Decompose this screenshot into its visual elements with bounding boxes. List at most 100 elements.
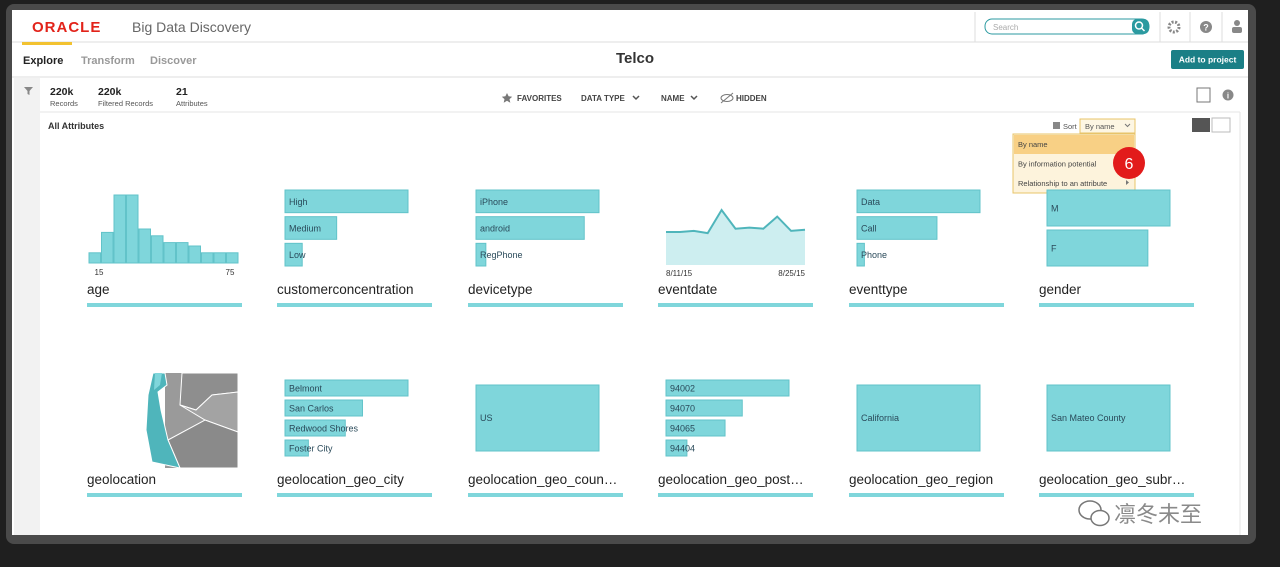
value-bar [475,242,487,267]
nav-tab[interactable]: Discover [150,55,197,67]
nav-tab[interactable]: Transform [81,55,135,67]
user-icon[interactable] [1234,20,1240,26]
sort-select[interactable] [1079,118,1136,134]
product-name: Big Data Discovery [132,19,251,35]
card-underline [849,493,1004,497]
card-title: age [87,282,110,297]
card-title: geolocation_geo_post… [658,472,804,487]
toolbar-item[interactable]: HIDDEN [736,94,767,103]
histogram-bar [126,194,139,264]
value-label: San Carlos [289,404,334,414]
value-label: San Mateo County [1051,413,1126,423]
sort-current: By name [1085,122,1115,131]
card-underline [658,493,813,497]
trend-line [666,208,806,235]
attribute-card[interactable]: geolocation_geo_city Belmont San Carlos Red… [277,379,432,497]
value-label: Redwood Shores [289,424,359,434]
search-icon [1134,21,1144,30]
stat-value: 220k [50,86,74,98]
active-tab-indicator [22,42,72,45]
card-title: geolocation [87,472,156,487]
value-label: Call [861,224,877,234]
export-icon[interactable] [1196,87,1211,103]
attribute-card[interactable]: geolocation_geo_post… 94002 94070 94065 9440… [658,379,813,497]
axis-label: 8/25/15 [778,269,805,278]
value-bar [475,216,585,240]
value-label: 94070 [670,404,695,414]
value-label: High [289,197,308,207]
toolbar-item[interactable]: DATA TYPE [581,94,626,103]
value-label: Low [289,250,306,260]
watermark: 凛冬未至 [1114,502,1202,527]
attribute-card[interactable]: eventtype Data Call Phone [849,189,1004,307]
add-to-project-button[interactable] [1171,50,1244,69]
menu-highlight [1014,135,1134,154]
value-label: California [861,413,899,423]
project-title: Telco [616,50,654,67]
chevron [1124,123,1131,128]
favorites-icon [501,93,513,103]
card-underline [1039,493,1194,497]
attribute-card[interactable]: geolocation_geo_subr… San Mateo County [1039,384,1194,497]
card-title: gender [1039,282,1082,297]
value-label: Belmont [289,384,323,394]
histogram-bar [213,252,226,264]
sort-option[interactable]: Relationship to an attribute [1018,179,1107,188]
card-underline [468,303,623,307]
search-placeholder: Search [993,23,1018,32]
brand: ORACLE [32,19,101,36]
help-icon[interactable] [1200,21,1212,33]
card-underline [87,303,242,307]
value-bar [284,439,309,457]
filter-icon[interactable] [24,87,33,95]
value-bar [284,379,409,397]
attribute-card[interactable]: devicetype iPhone android RegPhone [468,189,623,307]
value-bar [1046,384,1171,452]
value-label: android [480,224,510,234]
callout-number: 6 [1125,156,1134,173]
info-icon[interactable] [1222,89,1234,101]
attribute-card[interactable]: gender M F [1039,189,1194,307]
histogram-bar [101,231,114,264]
submenu-arrow [1126,180,1129,185]
histogram-bar [163,242,176,264]
sort-option[interactable]: By information potential [1018,160,1097,169]
settings-icon[interactable] [1167,20,1181,34]
histogram-bar [151,235,164,264]
histogram-bar [113,194,126,264]
card-title: customerconcentration [277,282,414,297]
attribute-card[interactable]: customerconcentration High Medium Low [277,189,432,307]
sort-option[interactable]: By name [1018,140,1048,149]
value-bar [665,379,790,397]
value-label: 94065 [670,424,695,434]
value-bar [856,189,981,214]
card-underline [1039,303,1194,307]
toolbar-item[interactable]: NAME [661,94,685,103]
value-label: 94404 [670,444,695,454]
list-view-icon[interactable] [1211,117,1231,133]
toolbar-item[interactable]: FAVORITES [517,94,562,103]
card-title: eventdate [658,282,717,297]
value-bar [665,439,688,457]
value-label: Medium [289,224,321,234]
search-button[interactable] [1132,19,1149,34]
sort-label: Sort [1063,122,1078,131]
search-icon [1140,27,1146,32]
attribute-card[interactable]: age 15 75 [87,194,242,307]
value-bar [284,216,338,240]
tile-view-icon[interactable] [1192,118,1210,132]
value-bar [284,399,363,417]
value-label: Foster City [289,444,333,454]
info-glyph: i [1227,92,1229,101]
card-title: eventtype [849,282,908,297]
attribute-card[interactable]: geolocation_geo_coun… US [468,384,623,497]
map-region [154,373,162,390]
histogram-bar [138,228,151,264]
attribute-card[interactable]: eventdate 8/11/15 8/25/15 [658,208,813,307]
nav-tab[interactable]: Explore [23,55,63,67]
stat-label: Filtered Records [98,99,153,108]
attribute-card[interactable]: geolocation_geo_region California [849,384,1004,497]
attribute-card[interactable]: geolocation [87,472,242,497]
hidden-icon [720,92,734,104]
